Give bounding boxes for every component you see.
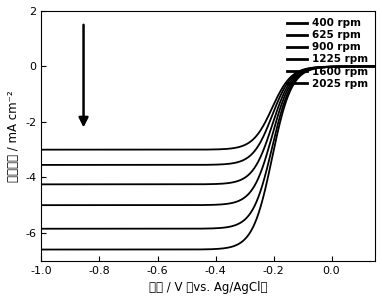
625 rpm [39,163,44,167]
400 rpm [167,148,172,151]
900 rpm [97,182,102,186]
Line: 1600 rpm: 1600 rpm [42,67,375,229]
1225 rpm [330,65,335,69]
Line: 1225 rpm: 1225 rpm [42,67,375,205]
400 rpm [181,148,186,151]
400 rpm [330,65,335,68]
2025 rpm [77,248,82,251]
2025 rpm [373,65,377,68]
1225 rpm [77,203,82,207]
625 rpm [77,163,82,167]
2025 rpm [330,65,335,69]
2025 rpm [181,248,186,251]
625 rpm [181,163,186,167]
1225 rpm [373,65,377,68]
2025 rpm [97,248,102,251]
900 rpm [39,182,44,186]
400 rpm [373,65,377,68]
625 rpm [330,65,335,68]
900 rpm [167,182,172,186]
1600 rpm [77,227,82,231]
1225 rpm [366,65,371,68]
400 rpm [39,148,44,151]
900 rpm [373,65,377,68]
2025 rpm [167,248,172,251]
Line: 900 rpm: 900 rpm [42,67,375,184]
400 rpm [97,148,102,151]
625 rpm [373,65,377,68]
625 rpm [97,163,102,167]
1600 rpm [39,227,44,231]
900 rpm [330,65,335,68]
1600 rpm [167,227,172,231]
2025 rpm [39,248,44,251]
1600 rpm [330,65,335,69]
X-axis label: 电位 / V （vs. Ag/AgCl）: 电位 / V （vs. Ag/AgCl） [149,281,267,294]
1225 rpm [167,203,172,207]
2025 rpm [366,65,371,68]
Y-axis label: 电流密度 / mA cm⁻²: 电流密度 / mA cm⁻² [7,90,20,182]
1600 rpm [373,65,377,68]
1600 rpm [97,227,102,231]
900 rpm [77,182,82,186]
400 rpm [77,148,82,151]
1600 rpm [181,227,186,231]
Line: 2025 rpm: 2025 rpm [42,67,375,250]
1225 rpm [97,203,102,207]
900 rpm [366,65,371,68]
1225 rpm [181,203,186,207]
Line: 400 rpm: 400 rpm [42,67,375,150]
625 rpm [167,163,172,167]
900 rpm [181,182,186,186]
1225 rpm [39,203,44,207]
1600 rpm [366,65,371,68]
400 rpm [366,65,371,68]
Line: 625 rpm: 625 rpm [42,67,375,165]
625 rpm [366,65,371,68]
Legend: 400 rpm, 625 rpm, 900 rpm, 1225 rpm, 1600 rpm, 2025 rpm: 400 rpm, 625 rpm, 900 rpm, 1225 rpm, 160… [285,16,370,91]
